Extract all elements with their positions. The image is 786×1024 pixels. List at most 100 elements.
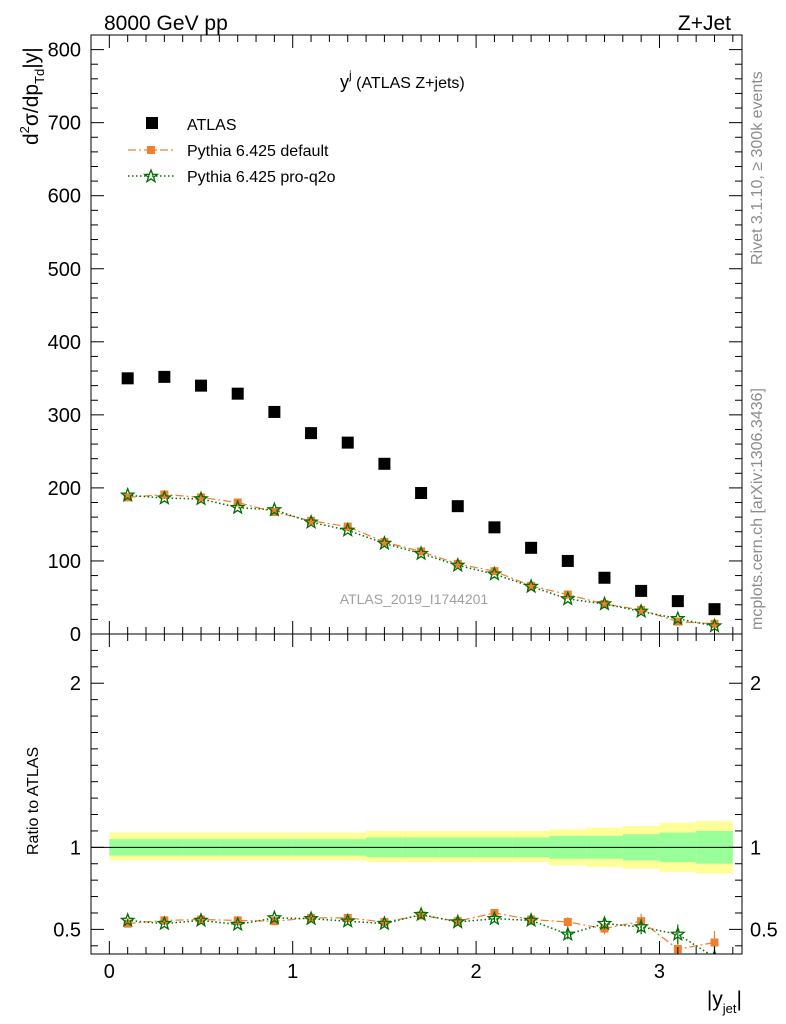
plot-title-sup: j [348, 68, 352, 82]
x-tick-label: 2 [471, 961, 482, 983]
data-point-proq2o [266, 501, 283, 517]
data-point-proq2o [523, 578, 540, 594]
y-tick-label: 100 [48, 551, 81, 573]
data-point-atlas [341, 436, 354, 449]
ratio-y-tick-label-right: 2 [750, 673, 761, 695]
ratio-y-axis-label: Ratio to ATLAS [25, 747, 42, 855]
legend-marker-default [147, 146, 155, 154]
data-point-atlas [451, 500, 464, 513]
data-point-default [527, 581, 536, 590]
y-tick-label: 700 [48, 113, 81, 135]
y-axis-label: d2σ/dpTd|y| [17, 47, 47, 145]
data-point-default [563, 590, 572, 599]
data-point-proq2o [706, 617, 723, 633]
ratio-point-proq2o [596, 915, 613, 931]
data-point-atlas [708, 603, 721, 616]
plot-title-rest: (ATLAS Z+jets) [352, 75, 465, 92]
data-point-atlas [415, 487, 428, 500]
data-point-proq2o [229, 499, 246, 515]
ratio-series-line [127, 913, 711, 954]
x-tick-label: 3 [654, 961, 665, 983]
ratio-point-default [710, 938, 719, 947]
y-tick-label: 800 [48, 40, 81, 62]
legend-label-atlas: ATLAS [187, 117, 237, 134]
data-point-atlas [158, 370, 171, 383]
data-point-atlas [488, 521, 501, 534]
y-tick-label: 500 [48, 259, 81, 281]
ratio-point-proq2o [523, 912, 540, 928]
main-plot: 0 100 200 300 400 500 600 700 800 yj (ATLAS Z+je… [17, 34, 743, 646]
main-data [119, 370, 723, 633]
data-point-proq2o [449, 556, 466, 573]
x-tick-label: 0 [104, 961, 115, 983]
ratio-point-proq2o [559, 925, 576, 942]
data-point-default [197, 493, 206, 502]
ratio-point-default [343, 913, 352, 922]
ratio-point-proq2o [119, 912, 136, 928]
ratio-axes: 0 1 2 3 0.5 0.5 1 1 2 2 [53, 633, 778, 983]
ratio-uncertainty-bands [91, 821, 742, 874]
ratio-y-tick-label-right: 0.5 [750, 919, 778, 941]
rivet-label: Rivet 3.1.10, ≥ 300k events [749, 71, 766, 265]
plot-title: yj (ATLAS Z+jets) [340, 68, 465, 92]
data-point-proq2o [339, 521, 356, 537]
data-point-proq2o [633, 603, 650, 619]
plot-title-main: y [340, 72, 349, 92]
x-axis-label: |yjet| [707, 988, 742, 1016]
y-tick-label: 300 [48, 405, 81, 427]
ratio-point-proq2o [449, 913, 466, 929]
ratio-point-proq2o [156, 915, 173, 931]
data-point-atlas [121, 372, 134, 385]
ratio-plot: 0 1 2 3 0.5 0.5 1 1 2 2 Ratio to ATLAS |yjet| [25, 633, 778, 1016]
data-point-atlas [598, 571, 611, 584]
data-point-atlas [305, 427, 318, 440]
data-point-atlas [231, 387, 244, 400]
data-point-default [453, 559, 462, 568]
ratio-point-proq2o [413, 906, 430, 922]
ratio-point-default [233, 916, 242, 925]
data-point-default [417, 547, 426, 556]
data-point-default [343, 522, 352, 531]
ratio-data [119, 906, 719, 954]
ratio-point-proq2o [633, 918, 650, 934]
mcplots-label: mcplots.cern.ch [arXiv:1306.3436] [749, 388, 766, 630]
ratio-y-tick-label: 1 [70, 837, 81, 859]
ratio-point-proq2o [229, 916, 246, 932]
legend-label-proq2o: Pythia 6.425 pro-q2o [187, 169, 336, 186]
data-point-default [600, 600, 609, 609]
ratio-point-proq2o [266, 909, 283, 925]
data-point-default [637, 605, 646, 614]
legend-marker-proq2o [142, 168, 160, 184]
ratio-point-default [563, 918, 572, 926]
legend-label-default: Pythia 6.425 default [187, 143, 329, 160]
ratio-y-tick-label: 0.5 [53, 919, 81, 941]
main-axes: 0 100 200 300 400 500 600 700 800 [48, 34, 742, 646]
data-point-atlas [671, 595, 684, 608]
data-point-atlas [378, 457, 391, 470]
data-point-proq2o [596, 595, 613, 611]
legend: ATLAS Pythia 6.425 default Pythia 6.425 … [128, 117, 336, 186]
data-point-atlas [195, 379, 208, 392]
data-point-atlas [525, 541, 538, 554]
x-tick-label: 1 [287, 961, 298, 983]
ratio-point-proq2o [486, 910, 503, 926]
ratio-point-proq2o [303, 910, 319, 926]
data-point-proq2o [413, 545, 430, 561]
ratio-point-default [160, 916, 169, 925]
ratio-point-proq2o [376, 915, 393, 931]
data-point-default [490, 567, 499, 576]
y-tick-label: 200 [48, 478, 81, 500]
analysis-watermark: ATLAS_2019_I1744201 [340, 591, 489, 607]
y-tick-label: 400 [48, 332, 81, 354]
data-point-proq2o [119, 486, 136, 503]
data-point-atlas [561, 554, 574, 567]
data-point-proq2o [669, 610, 686, 626]
ratio-y-tick-label-right: 1 [750, 837, 761, 859]
y-tick-label: 0 [70, 624, 81, 646]
data-point-atlas [268, 405, 281, 418]
ratio-point-proq2o [669, 925, 686, 942]
data-point-proq2o [193, 490, 209, 506]
data-point-default [307, 516, 316, 525]
data-point-proq2o [559, 590, 576, 606]
